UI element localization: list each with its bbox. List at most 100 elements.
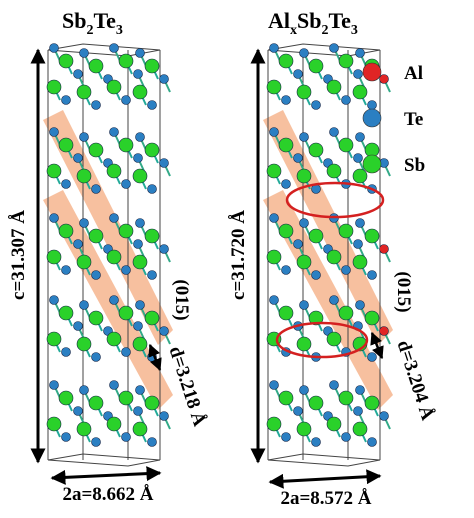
sb-atom — [58, 223, 74, 239]
te-atom — [311, 100, 321, 110]
sb-atom — [132, 84, 148, 100]
sb-atom — [308, 395, 324, 411]
te-atom — [341, 265, 351, 275]
legend-label: Sb — [404, 155, 425, 176]
sb-atom — [132, 421, 148, 437]
c-label: c=31.307 Å — [8, 210, 29, 300]
te-atom — [133, 239, 143, 249]
te-atom — [269, 295, 279, 305]
legend-label: Al — [404, 63, 423, 84]
sb-atom — [144, 142, 160, 158]
sb-atom — [338, 137, 354, 153]
sb-atom — [296, 84, 312, 100]
sb-atom — [144, 310, 160, 326]
sb-atom — [364, 310, 380, 326]
sb-atom — [76, 254, 92, 270]
sb-atom — [326, 79, 342, 95]
te-atom — [49, 213, 59, 223]
te-atom — [91, 184, 101, 194]
te-atom — [147, 100, 157, 110]
a-label: 2a=8.572 Å — [280, 488, 371, 509]
sb-atom — [326, 416, 342, 432]
sb-atom — [266, 416, 282, 432]
te-atom — [281, 432, 291, 442]
sb-atom — [76, 336, 92, 352]
sb-atom — [88, 395, 104, 411]
te-atom — [353, 69, 363, 79]
sb-atom — [364, 228, 380, 244]
te-atom — [61, 432, 71, 442]
sb-atom — [46, 249, 62, 265]
sb-atom — [106, 331, 122, 347]
legend: Al Te Sb — [362, 62, 425, 176]
sb-atom — [278, 390, 294, 406]
sb-atom — [144, 58, 160, 74]
sb-atom — [76, 421, 92, 437]
te-atom — [49, 127, 59, 137]
te-atom — [61, 95, 71, 105]
te-atom — [329, 380, 339, 390]
sb-atom — [58, 390, 74, 406]
a-label: 2a=8.662 Å — [62, 484, 153, 505]
te-atom — [147, 437, 157, 447]
sb-atom — [352, 254, 368, 270]
te-atom — [109, 380, 119, 390]
te-atom — [79, 132, 89, 142]
te-atom — [61, 265, 71, 275]
d-label: d=3.218 Å — [164, 344, 210, 429]
sb-atom — [308, 228, 324, 244]
sb-atom — [58, 137, 74, 153]
sb-atom — [308, 58, 324, 74]
te-atom — [159, 244, 169, 254]
te-atom — [269, 380, 279, 390]
te-atom — [147, 270, 157, 280]
te-atom — [91, 437, 101, 447]
te-atom — [91, 100, 101, 110]
te-atom — [367, 270, 377, 280]
sb-atom — [76, 84, 92, 100]
te-atom — [299, 300, 309, 310]
te-atom — [299, 48, 309, 58]
sb-atom — [46, 416, 62, 432]
sb-atom — [58, 53, 74, 69]
te-atom — [329, 43, 339, 53]
sb-atom — [308, 310, 324, 326]
te-atom — [355, 218, 365, 228]
sb-atom — [338, 53, 354, 69]
te-atom — [379, 74, 389, 84]
te-atom — [379, 411, 389, 421]
legend-swatch — [362, 108, 382, 128]
te-atom — [293, 406, 303, 416]
te-atom — [367, 352, 377, 362]
sb-atom — [364, 395, 380, 411]
te-atom — [73, 321, 83, 331]
te-atom — [311, 270, 321, 280]
te-atom — [159, 74, 169, 84]
sb-atom — [338, 305, 354, 321]
sb-atom — [278, 223, 294, 239]
te-atom — [379, 326, 389, 336]
sb-atom — [266, 163, 282, 179]
te-atom — [121, 347, 131, 357]
cell-edge — [47, 453, 161, 467]
te-atom — [73, 406, 83, 416]
te-atom — [355, 48, 365, 58]
te-atom — [133, 153, 143, 163]
panel-title: AlxSb2Te3 — [268, 8, 358, 38]
sb-atom — [278, 305, 294, 321]
te-atom — [73, 69, 83, 79]
sb-atom — [88, 142, 104, 158]
sb-atom — [132, 168, 148, 184]
sb-atom — [308, 142, 324, 158]
te-atom — [49, 43, 59, 53]
te-atom — [135, 218, 145, 228]
te-atom — [269, 43, 279, 53]
te-atom — [341, 432, 351, 442]
te-atom — [73, 239, 83, 249]
te-atom — [299, 218, 309, 228]
te-atom — [109, 295, 119, 305]
te-atom — [49, 295, 59, 305]
te-atom — [133, 321, 143, 331]
sb-atom — [58, 305, 74, 321]
te-atom — [135, 132, 145, 142]
